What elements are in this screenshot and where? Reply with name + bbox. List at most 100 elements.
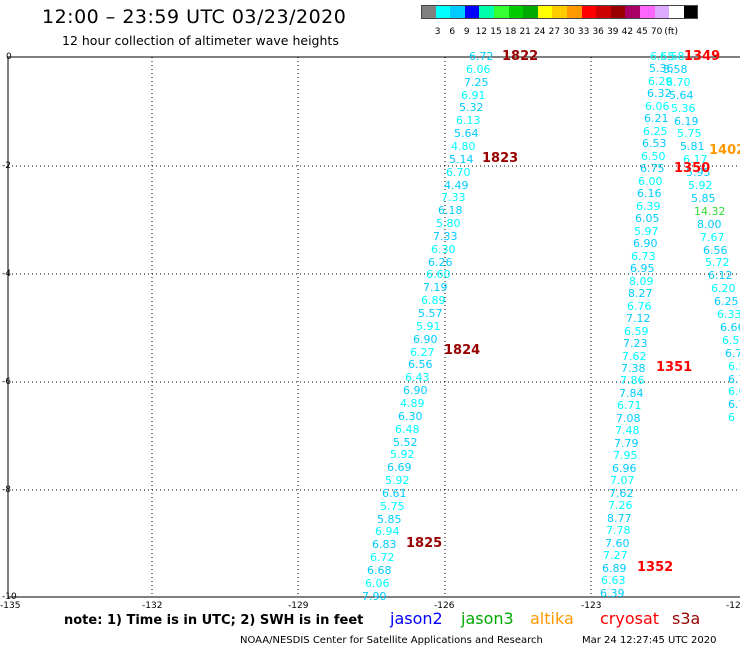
- colorbar-swatch: [683, 5, 699, 19]
- colorbar-tick-label: 3: [434, 27, 441, 37]
- longitude-tick-label: -126: [434, 601, 455, 611]
- wave-height-value: 7.33: [433, 230, 458, 243]
- wave-height-value: 6.59: [624, 325, 649, 338]
- credit-text: NOAA/NESDIS Center for Satellite Applica…: [240, 635, 543, 646]
- wave-height-value: 7.79: [614, 437, 639, 450]
- wave-height-value: 6.25: [714, 295, 739, 308]
- wave-height-value: 4.80: [451, 140, 476, 153]
- wave-height-value: 6.06: [365, 577, 390, 590]
- pass-number-label: 1824: [444, 343, 481, 358]
- wave-height-value: 6.75: [725, 347, 740, 360]
- wave-height-value: 6.63: [601, 574, 626, 587]
- wave-height-value: 7.90: [362, 590, 387, 603]
- wave-height-value: 6.20: [711, 282, 736, 295]
- wave-height-value: 6.43: [405, 371, 430, 384]
- colorbar-tick-label: 45: [636, 27, 648, 37]
- wave-height-value: 6.66: [720, 321, 740, 334]
- colorbar-tick-label: 6: [449, 27, 456, 37]
- wave-height-value: 5.32: [459, 101, 484, 114]
- wave-height-value: 6.89: [421, 294, 446, 307]
- wave-height-value: 7.27: [603, 549, 628, 562]
- wave-height-value: 5.75: [677, 127, 702, 140]
- legend-entry-jason3: jason3: [461, 609, 514, 628]
- wave-height-value: 7.33: [441, 191, 466, 204]
- wave-height-value: 6.70: [446, 166, 471, 179]
- wave-height-value: 6.18: [438, 204, 463, 217]
- wave-height-value: 6.58: [660, 50, 685, 63]
- wave-height-value: 7.86: [620, 374, 645, 387]
- wave-height-value: 5.80: [436, 217, 461, 230]
- colorbar-swatch: [669, 5, 684, 19]
- legend-entry-s3a: s3a: [672, 609, 701, 628]
- colorbar-swatch: [421, 5, 436, 19]
- wave-height-value: 6.55: [650, 50, 675, 63]
- wave-height-value: 5.52: [393, 436, 418, 449]
- wave-height-value: 6.56: [703, 244, 728, 257]
- colorbar-tick-label: 30: [563, 27, 575, 37]
- longitude-tick-label: -132: [142, 601, 163, 611]
- wave-height-value: 7.23: [623, 337, 648, 350]
- wave-height-value: 6.72: [370, 551, 395, 564]
- wave-height-value: 6.13: [456, 114, 481, 127]
- wave-height-value: 7.38: [621, 362, 646, 375]
- pass-number-label: 1822: [502, 49, 539, 64]
- wave-height-value: 5.81: [680, 140, 705, 153]
- map-title: 12:00 – 23:59 UTC 03/23/2020: [42, 6, 347, 28]
- pass-number-label: 1823: [482, 151, 519, 166]
- wave-height-value: 7.62: [609, 487, 634, 500]
- colorbar-swatch: [523, 5, 538, 19]
- footer-note: note: 1) Time is in UTC; 2) SWH is in fe…: [64, 613, 364, 628]
- timestamp-text: Mar 24 12:27:45 UTC 2020: [582, 635, 717, 646]
- wave-height-value: 6.60: [426, 268, 451, 281]
- wave-height-value: 7.67: [700, 231, 725, 244]
- colorbar-swatch: [625, 5, 640, 19]
- wave-height-value: 6.05: [635, 212, 660, 225]
- wave-height-value: 6.39: [636, 200, 661, 213]
- wave-height-value: 6.61: [382, 487, 407, 500]
- wave-height-value: 8.27: [628, 287, 653, 300]
- wave-height-value: 6.55: [722, 334, 740, 347]
- colorbar-tick-label: 33: [577, 27, 590, 37]
- wave-height-value: 6.53: [642, 137, 667, 150]
- wave-height-value: 6.48: [395, 423, 420, 436]
- colorbar-tick-label: (ft): [664, 27, 678, 37]
- colorbar-tick-label: 12: [475, 27, 488, 37]
- wave-height-value: 6.30: [398, 410, 423, 423]
- wave-height-value: 6.29: [648, 75, 673, 88]
- colorbar-swatch: [654, 5, 670, 19]
- plot-frame: [7, 56, 740, 598]
- wave-height-value: 7.62: [622, 350, 647, 363]
- latitude-tick-label: 0: [6, 52, 12, 62]
- wave-height-value: 6.90: [403, 384, 428, 397]
- wave-height-value: 6.25: [643, 125, 668, 138]
- map-subtitle: 12 hour collection of altimeter wave hei…: [62, 33, 339, 48]
- wave-height-value: 5.57: [418, 307, 443, 320]
- colorbar-tick-label: 21: [519, 27, 531, 37]
- colorbar-tick-label: 36: [592, 27, 604, 37]
- wave-height-value: 6.69: [728, 385, 740, 398]
- pass-number-label: 1402: [709, 143, 740, 158]
- wave-height-value: 6.90: [413, 333, 438, 346]
- wave-height-value: 6.56: [408, 358, 433, 371]
- wave-height-value: 6.50: [641, 150, 666, 163]
- wave-height-value: 5.64: [454, 127, 479, 140]
- wave-height-value: 6.16: [637, 187, 662, 200]
- colorbar-swatch: [464, 5, 480, 19]
- colorbar-swatch: [567, 5, 582, 19]
- pass-number-label: 1352: [637, 560, 674, 575]
- latitude-tick-label: -8: [2, 485, 11, 495]
- colorbar-swatch: [450, 5, 465, 19]
- colorbar-tick-label: 18: [504, 27, 517, 37]
- wave-height-value: 6.69: [387, 461, 412, 474]
- wave-height-value: 7.84: [619, 387, 644, 400]
- pass-number-label: 1349: [684, 49, 721, 64]
- wave-height-value: 7.95: [613, 449, 638, 462]
- wave-height-value: 5.36: [671, 102, 696, 115]
- colorbar-tick-label: 27: [548, 27, 561, 37]
- wave-height-value: 6.89: [602, 562, 627, 575]
- wave-height-value: 6.95: [630, 262, 655, 275]
- wave-height-value: 7.60: [605, 537, 630, 550]
- wave-height-value: 6.12: [708, 269, 733, 282]
- wave-height-value: 6.00: [638, 175, 663, 188]
- wave-height-value: 6.75: [640, 162, 665, 175]
